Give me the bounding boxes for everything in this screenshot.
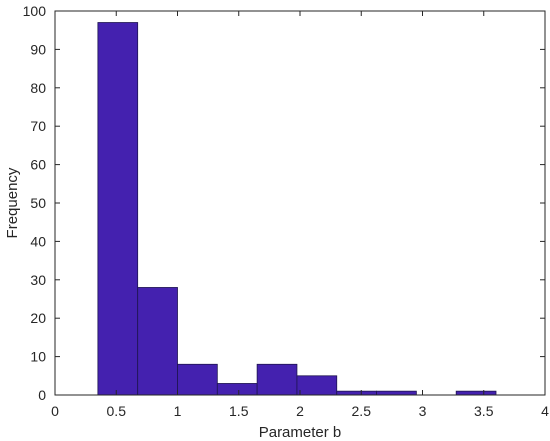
histogram-bar-10: [455, 390, 497, 396]
y-tick-label: 70: [30, 118, 46, 134]
x-tick-label: 2: [296, 403, 304, 419]
x-tick-label: 3.5: [474, 403, 494, 419]
y-tick-label: 20: [30, 310, 46, 326]
y-axis-label: Frequency: [4, 167, 21, 238]
y-tick-label: 40: [30, 233, 46, 249]
y-tick-label: 10: [30, 349, 46, 365]
y-tick-label: 0: [38, 387, 46, 403]
x-ticks-group: 0 0.5 1 1.5 2 2.5 3 3.5 4: [51, 11, 549, 419]
histogram-bar-3: [177, 363, 218, 396]
bars-group: [97, 22, 497, 396]
x-tick-label: 4: [541, 403, 549, 419]
histogram-bar-6: [296, 375, 338, 396]
y-tick-label: 90: [30, 41, 46, 57]
x-tick-label: 0.5: [107, 403, 127, 419]
x-tick-label: 1: [174, 403, 182, 419]
histogram-bar-4: [216, 383, 258, 396]
histogram-bar-8: [376, 390, 417, 396]
x-tick-label: 3: [419, 403, 427, 419]
histogram-bar-2: [137, 287, 178, 396]
y-tick-label: 80: [30, 80, 46, 96]
x-tick-label: 1.5: [229, 403, 249, 419]
histogram-bar-7: [336, 390, 377, 396]
y-tick-label: 30: [30, 272, 46, 288]
y-ticks-group: 0 10 20 30 40 50 60 70 80 90 100: [23, 3, 545, 403]
x-axis-label: Parameter b: [259, 424, 342, 441]
y-tick-label: 60: [30, 157, 46, 173]
histogram-bar-1: [97, 22, 139, 396]
x-tick-label: 0: [51, 403, 59, 419]
histogram-bar-5: [256, 363, 298, 396]
y-tick-label: 50: [30, 195, 46, 211]
x-tick-label: 2.5: [352, 403, 372, 419]
y-tick-label: 100: [23, 3, 47, 19]
